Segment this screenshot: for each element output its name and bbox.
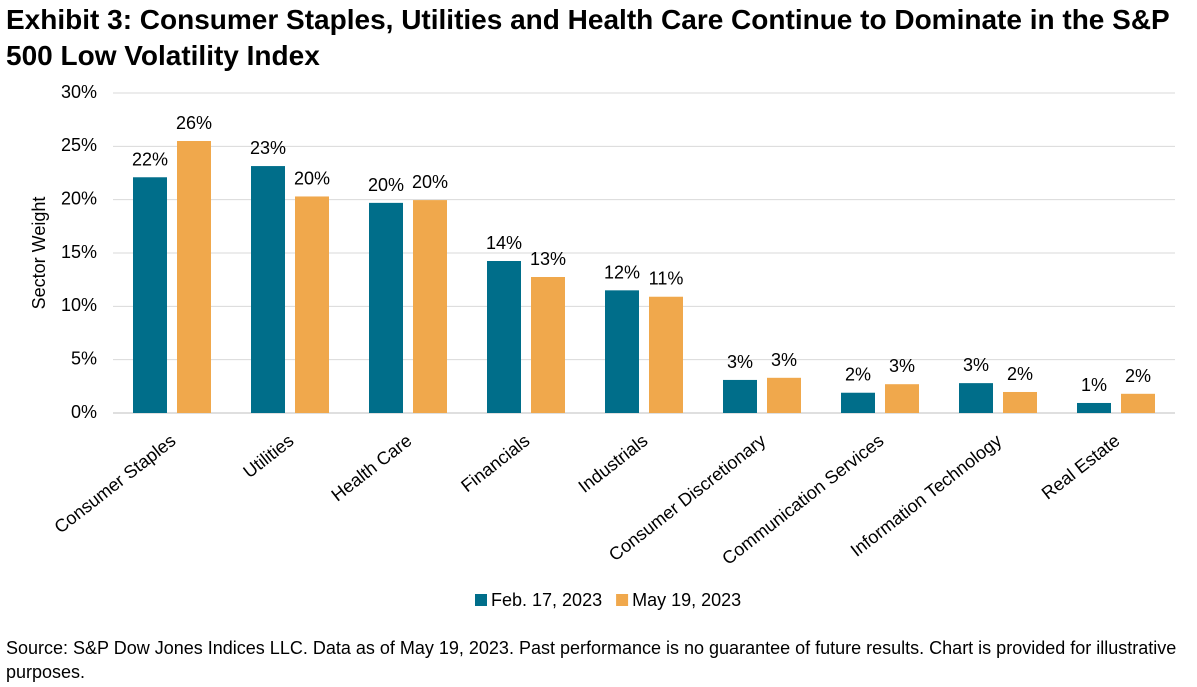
bar [133,177,167,413]
bar [487,261,521,413]
bar [531,277,565,413]
x-tick-label: Financials [457,430,533,496]
y-tick-label: 5% [71,348,97,368]
y-tick-label: 0% [71,402,97,422]
bar [369,202,403,413]
value-label: 2% [1125,366,1151,386]
legend-swatch [475,594,487,606]
chart-title: Exhibit 3: Consumer Staples, Utilities a… [6,4,1170,71]
bar [1077,402,1111,413]
value-label: 1% [1081,375,1107,395]
value-label: 3% [889,356,915,376]
value-label: 11% [649,269,684,289]
x-tick-label: Industrials [574,430,651,496]
x-tick-label: Utilities [239,430,297,481]
value-label: 12% [604,262,640,282]
value-label: 20% [368,175,404,195]
bar [841,392,875,413]
value-label: 2% [1007,364,1033,384]
source-note: Source: S&P Dow Jones Indices LLC. Data … [6,638,1177,682]
value-label: 20% [412,172,448,192]
x-tick-label: Consumer Staples [50,430,179,537]
legend-swatch [616,594,629,606]
bar [1003,391,1037,413]
value-label: 20% [294,168,330,188]
bar [413,200,447,413]
value-label: 2% [845,365,871,385]
value-label: 3% [963,355,989,375]
bar [885,384,919,413]
bar [605,290,639,413]
value-label: 3% [771,350,797,370]
x-tick-label: Real Estate [1038,430,1124,503]
value-label: 13% [530,249,566,269]
bar [251,166,285,413]
value-label: 3% [727,352,753,372]
y-axis-label: Sector Weight [29,197,49,310]
legend-label: May 19, 2023 [632,590,741,610]
bar [959,383,993,413]
y-tick-label: 30% [61,82,97,102]
bar [295,196,329,413]
bar [177,141,211,413]
value-label: 26% [176,113,212,133]
y-tick-label: 20% [61,188,97,208]
x-tick-label: Health Care [327,430,415,505]
value-label: 14% [486,233,522,253]
bar [649,296,683,413]
legend-label: Feb. 17, 2023 [491,590,602,610]
bar [767,377,801,413]
value-label: 23% [250,138,286,158]
bar [723,379,757,413]
bar [1121,393,1155,413]
y-tick-label: 25% [61,135,97,155]
y-tick-label: 10% [61,295,97,315]
y-tick-label: 15% [61,242,97,262]
value-label: 22% [132,149,168,169]
